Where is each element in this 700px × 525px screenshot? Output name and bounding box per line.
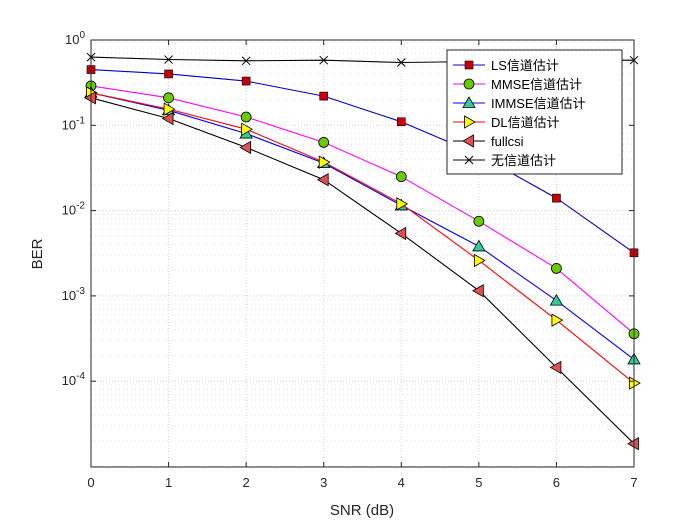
legend-marker — [464, 115, 476, 129]
data-point — [164, 69, 173, 79]
legend-marker — [464, 155, 474, 165]
data-point — [472, 239, 486, 252]
data-point — [551, 313, 564, 327]
data-point — [549, 293, 564, 306]
data-point — [473, 253, 486, 268]
data-point — [241, 76, 251, 86]
data-point — [394, 226, 407, 241]
data-point — [84, 91, 96, 105]
data-point — [241, 56, 251, 66]
legend-entry: IMMSE信道估计 — [453, 96, 586, 111]
legend-entry: DL信道估计 — [453, 115, 560, 130]
legend-label: LS信道估计 — [491, 58, 559, 73]
x-tick-label: 7 — [630, 475, 637, 490]
data-point — [396, 58, 406, 67]
legend-entry: fullcsi — [453, 134, 524, 149]
data-point — [629, 376, 641, 390]
series-line — [90, 97, 635, 445]
legend-entry: LS信道估计 — [453, 58, 559, 73]
series-line — [90, 85, 635, 335]
series-triangle-left — [84, 91, 639, 451]
y-axis-label: BER — [29, 238, 46, 269]
x-tick-label: 1 — [165, 475, 172, 490]
legend-label: 无信道估计 — [491, 153, 556, 168]
y-tick-label: 10-3 — [62, 286, 86, 303]
data-point — [318, 137, 330, 148]
legend-marker — [463, 78, 475, 90]
data-point — [161, 111, 174, 126]
data-point — [627, 437, 639, 451]
legend-box — [446, 49, 623, 175]
x-tick-label: 0 — [87, 475, 94, 490]
data-point — [163, 102, 176, 116]
data-point — [318, 155, 331, 169]
ticks: 0 1 2 3 4 5 6 7 100 10-1 10-2 10-3 10-4 — [62, 30, 638, 490]
data-point — [164, 55, 173, 64]
x-axis-label: SNR (dB) — [330, 502, 394, 519]
y-tick-label: 100 — [65, 30, 85, 47]
x-tick-label: 6 — [553, 475, 560, 490]
data-point — [316, 173, 329, 187]
y-tick-label: 10-4 — [62, 371, 86, 388]
series-line — [90, 92, 635, 384]
legend: LS信道估计 MMSE信道估计 IMMSE信道估计 DL信道估计 fullcsi 无信道估… — [446, 49, 623, 175]
legend-label: DL信道估计 — [491, 115, 560, 130]
legend-entry: 无信道估计 — [453, 153, 556, 168]
data-point — [239, 140, 252, 155]
plot-frame — [90, 39, 635, 468]
series-line — [90, 92, 635, 360]
legend-marker — [462, 134, 474, 148]
legend-marker — [464, 60, 474, 70]
legend-label: IMMSE信道估计 — [491, 96, 586, 111]
data-point — [552, 193, 561, 203]
x-tick-label: 2 — [243, 475, 250, 490]
x-tick-label: 3 — [320, 475, 327, 490]
data-point — [473, 215, 485, 227]
data-point — [549, 360, 562, 375]
legend-entry: MMSE信道估计 — [453, 77, 582, 92]
legend-label: fullcsi — [491, 134, 524, 149]
data-point — [319, 91, 329, 101]
legend-label: MMSE信道估计 — [491, 77, 582, 92]
series-line — [90, 69, 635, 254]
legend-marker — [462, 96, 476, 108]
series-triangle-right — [86, 86, 641, 390]
data-point — [240, 111, 252, 123]
data-point — [472, 284, 484, 298]
data-point — [396, 197, 409, 211]
data-point — [241, 122, 253, 136]
data-point — [163, 92, 174, 104]
data-point — [396, 117, 406, 127]
y-tick-label: 10-2 — [62, 201, 86, 218]
y-tick-label: 10-1 — [62, 115, 86, 132]
data-point — [551, 263, 562, 274]
data-point — [395, 171, 407, 183]
data-point — [319, 55, 329, 65]
x-tick-label: 5 — [475, 475, 482, 490]
x-tick-label: 4 — [398, 475, 405, 490]
